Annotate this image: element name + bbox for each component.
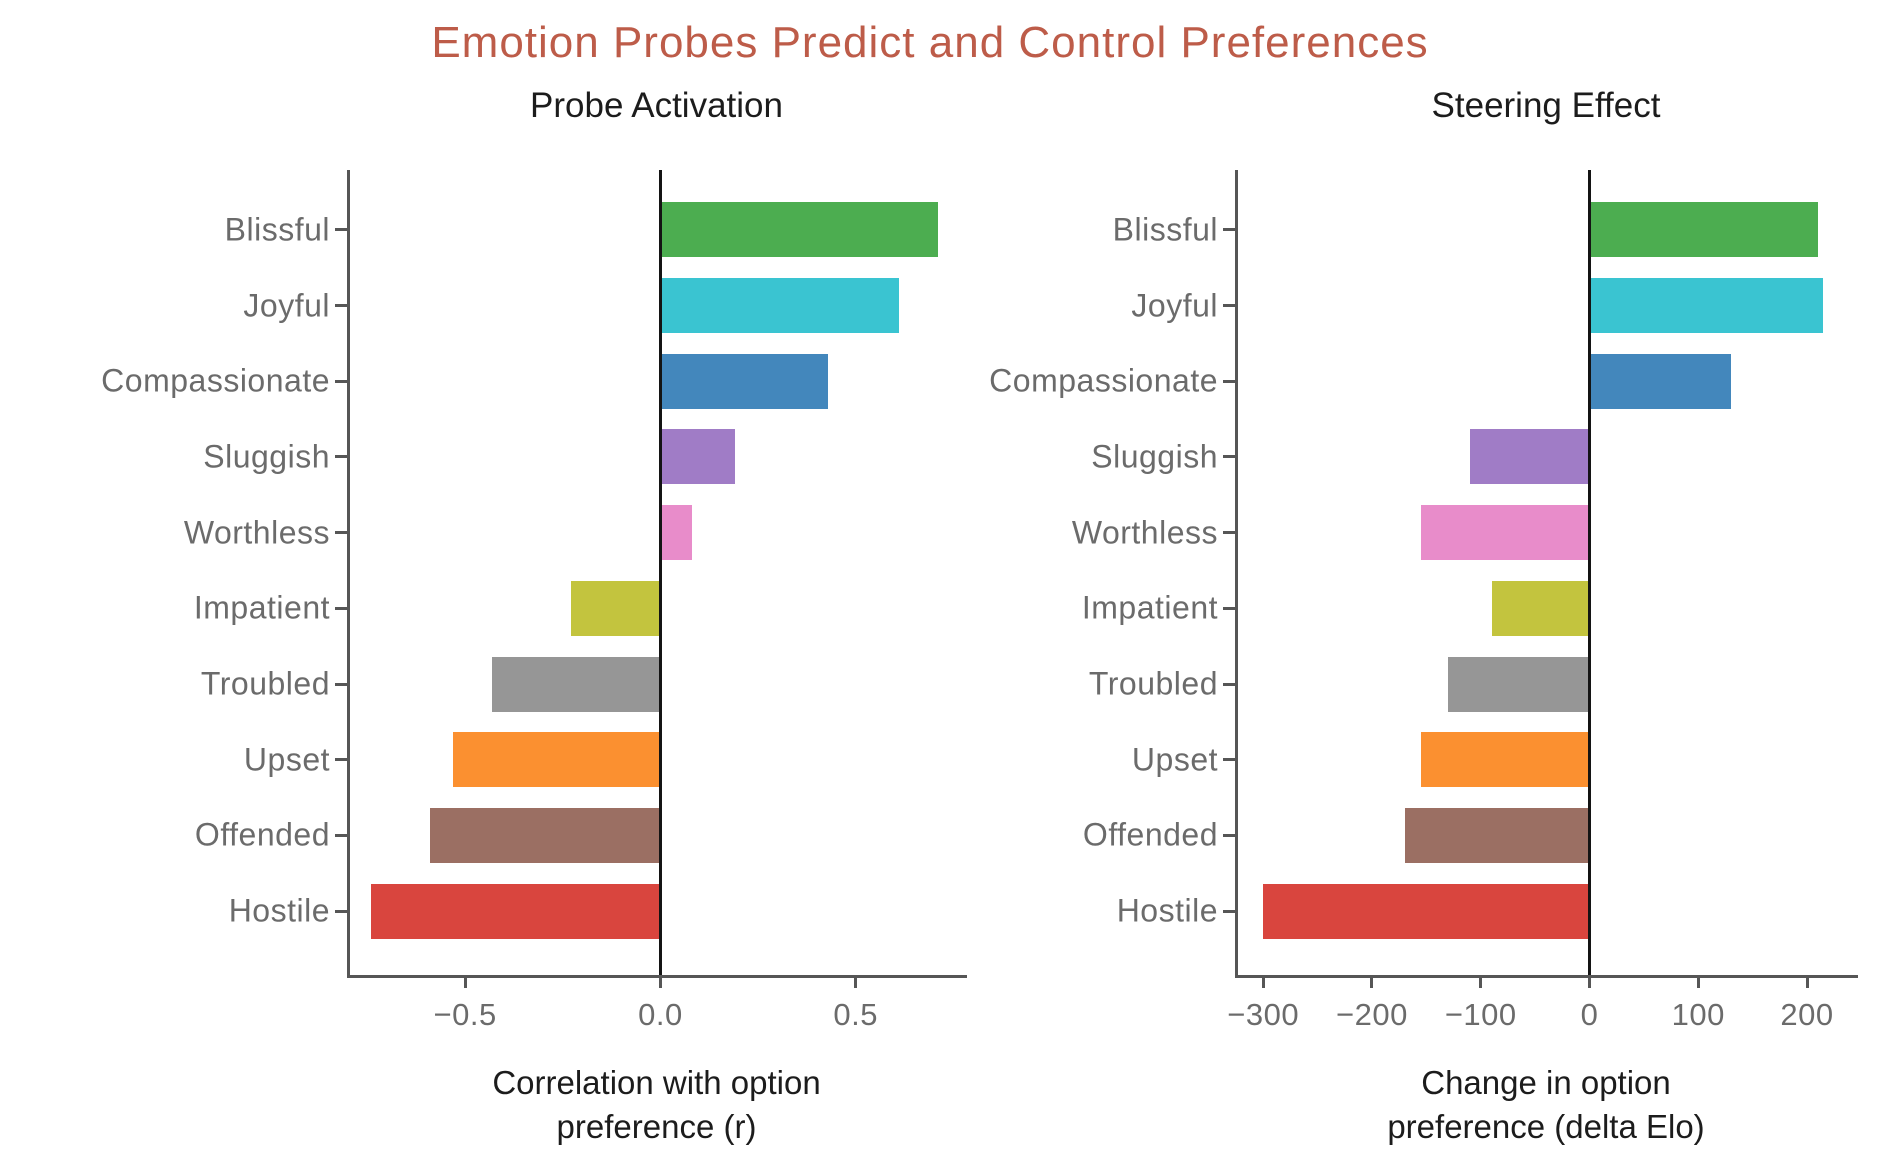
y-tick-label-troubled: Troubled: [1088, 665, 1218, 702]
x-tick-label: 0.5: [833, 997, 878, 1032]
y-tick-mark: [1223, 758, 1235, 762]
x-axis-label-steering-effect: Change in option preference (delta Elo): [1156, 1061, 1878, 1149]
bar-compassionate: [1589, 353, 1731, 409]
x-tick-mark: [1261, 976, 1265, 988]
chart-title: Emotion Probes Predict and Control Prefe…: [431, 18, 1429, 67]
y-tick-mark: [1223, 833, 1235, 837]
bar-offended: [1404, 807, 1590, 863]
bar-blissful: [660, 202, 938, 258]
y-tick-label-worthless: Worthless: [1071, 514, 1218, 551]
y-tick-mark: [335, 379, 347, 383]
bar-hostile: [1263, 883, 1590, 939]
x-axis-label-probe-activation: Correlation with option preference (r): [268, 1061, 1045, 1149]
y-tick-mark: [1223, 909, 1235, 913]
bar-impatient: [1491, 580, 1590, 636]
y-tick-label-troubled: Troubled: [200, 665, 330, 702]
steering-effect-chart: Steering Effect Blissful Joyful Compassion…: [989, 86, 1858, 1145]
bar-upset: [1420, 732, 1590, 788]
y-tick-mark: [1223, 228, 1235, 232]
x-tick-label: 0: [1580, 997, 1599, 1032]
bar-worthless: [660, 505, 692, 561]
bar-joyful: [660, 278, 899, 334]
x-axis-label-line2: preference (r): [556, 1108, 757, 1145]
x-tick-label: −300: [1227, 997, 1300, 1032]
subplot-title-steering-effect: Steering Effect: [1431, 86, 1661, 125]
y-tick-label-impatient: Impatient: [1081, 589, 1218, 626]
subplot-title-probe-activation: Probe Activation: [530, 86, 783, 125]
x-tick-mark: [463, 976, 467, 988]
x-tick-mark: [854, 976, 858, 988]
y-tick-label-impatient: Impatient: [193, 589, 330, 626]
y-tick-label-upset: Upset: [243, 741, 330, 778]
y-tick-mark: [335, 682, 347, 686]
y-tick-label-compassionate: Compassionate: [989, 362, 1218, 399]
bar-offended: [430, 807, 661, 863]
bar-sluggish: [660, 429, 735, 485]
x-axis-label-line1: Correlation with option: [492, 1064, 821, 1101]
x-axis-label-line2: preference (delta Elo): [1387, 1108, 1705, 1145]
bar-troubled: [492, 656, 661, 712]
bar-impatient: [570, 580, 661, 636]
y-tick-mark: [335, 909, 347, 913]
bar-upset: [453, 732, 661, 788]
y-tick-label-sluggish: Sluggish: [203, 438, 330, 475]
y-tick-label-offended: Offended: [194, 816, 330, 853]
x-axis-spine: [346, 975, 967, 978]
x-tick-label: −200: [1336, 997, 1408, 1032]
bar-joyful: [1589, 278, 1824, 334]
bar-blissful: [1589, 202, 1818, 258]
zero-reference-line: [1588, 170, 1591, 975]
y-tick-mark: [1223, 682, 1235, 686]
probe-activation-chart: Probe Activation Blissful Joyful Compassio…: [101, 86, 967, 1145]
bar-sluggish: [1469, 429, 1590, 485]
y-tick-label-compassionate: Compassionate: [101, 362, 330, 399]
y-tick-label-hostile: Hostile: [1116, 892, 1218, 929]
y-tick-mark: [335, 304, 347, 308]
y-tick-mark: [335, 758, 347, 762]
y-tick-mark: [1223, 531, 1235, 535]
x-tick-label: 200: [1780, 997, 1834, 1032]
plot-area-probe-activation: Blissful Joyful Compassionate Sluggish Worth…: [101, 170, 967, 1032]
x-tick-label: 0.0: [638, 997, 683, 1032]
x-tick-mark: [1805, 976, 1809, 988]
y-tick-mark: [335, 455, 347, 459]
x-tick-mark: [1479, 976, 1483, 988]
x-axis-label-line1: Change in option: [1421, 1064, 1671, 1101]
bar-worthless: [1420, 505, 1590, 561]
y-tick-label-upset: Upset: [1131, 741, 1218, 778]
y-tick-mark: [335, 606, 347, 610]
x-tick-mark: [658, 976, 662, 988]
bar-troubled: [1448, 656, 1590, 712]
x-axis-spine: [1234, 975, 1858, 978]
y-tick-mark: [335, 833, 347, 837]
y-tick-label-joyful: Joyful: [243, 287, 330, 324]
x-tick-mark: [1370, 976, 1374, 988]
x-tick-label: 100: [1671, 997, 1725, 1032]
x-tick-mark: [1696, 976, 1700, 988]
x-tick-label: −0.5: [433, 997, 497, 1032]
y-tick-mark: [335, 228, 347, 232]
plot-area-steering-effect: Blissful Joyful Compassionate Sluggish Worth…: [989, 170, 1858, 1032]
y-tick-mark: [335, 531, 347, 535]
y-tick-mark: [1223, 304, 1235, 308]
y-axis-spine: [346, 170, 350, 977]
y-tick-mark: [1223, 379, 1235, 383]
x-tick-mark: [1588, 976, 1591, 988]
y-tick-label-worthless: Worthless: [183, 514, 330, 551]
y-tick-label-blissful: Blissful: [224, 211, 330, 248]
y-tick-mark: [1223, 455, 1235, 459]
y-tick-label-sluggish: Sluggish: [1091, 438, 1218, 475]
y-tick-label-offended: Offended: [1082, 816, 1218, 853]
y-axis-spine: [1234, 170, 1238, 977]
zero-reference-line: [659, 170, 662, 975]
y-tick-label-blissful: Blissful: [1112, 211, 1218, 248]
y-tick-label-hostile: Hostile: [228, 892, 330, 929]
y-tick-label-joyful: Joyful: [1131, 287, 1218, 324]
bar-compassionate: [660, 353, 829, 409]
y-tick-mark: [1223, 606, 1235, 610]
bar-hostile: [371, 883, 661, 939]
x-tick-label: −100: [1444, 997, 1517, 1032]
